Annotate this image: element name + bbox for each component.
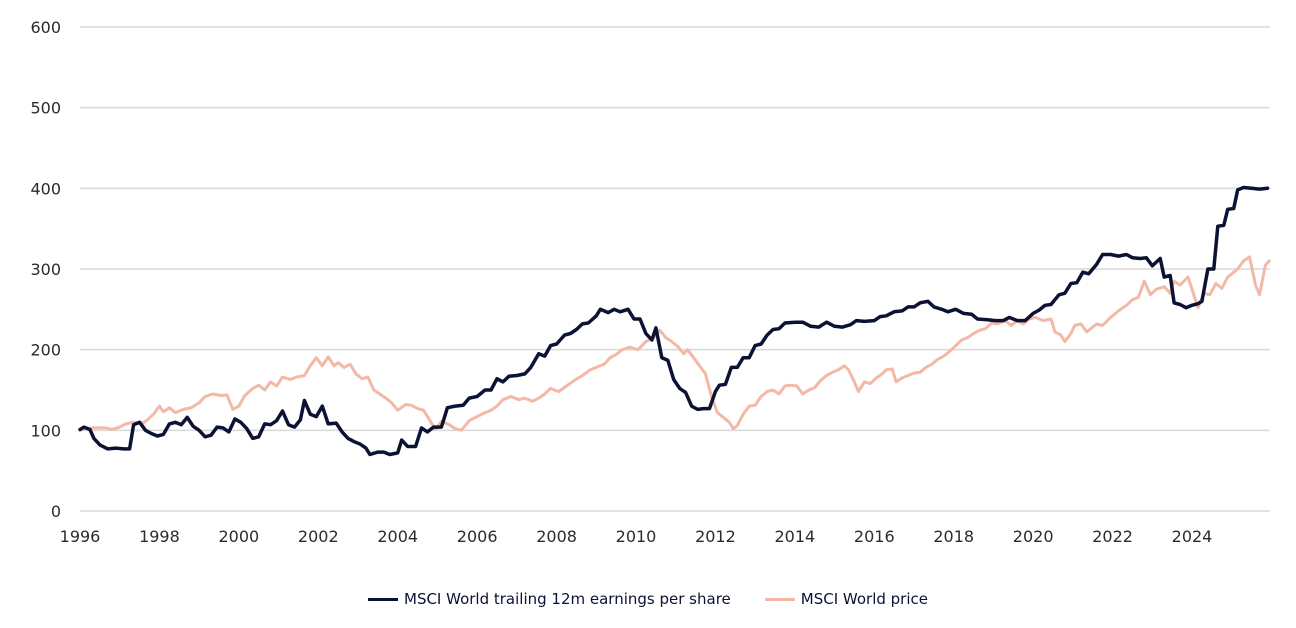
x-tick-label: 2018 — [933, 527, 974, 546]
legend-label-price: MSCI World price — [800, 590, 928, 608]
series-line-eps — [78, 185, 1270, 457]
x-tick-label: 2016 — [854, 527, 895, 546]
y-tick-label: 100 — [30, 421, 61, 440]
y-tick-label: 600 — [30, 18, 61, 37]
y-tick-label: 500 — [30, 99, 61, 118]
y-tick-label: 200 — [30, 341, 61, 360]
series-line-price — [78, 255, 1271, 432]
legend-label-eps: MSCI World trailing 12m earnings per sha… — [404, 590, 731, 608]
x-tick-label: 2000 — [218, 527, 259, 546]
legend-swatch-price — [764, 597, 795, 601]
x-tick-label: 2002 — [298, 527, 339, 546]
x-tick-label: 2010 — [616, 527, 657, 546]
x-tick-label: 2004 — [377, 527, 418, 546]
y-tick-label: 300 — [30, 260, 61, 279]
y-tick-label: 0 — [51, 502, 61, 521]
x-tick-label: 2024 — [1172, 527, 1213, 546]
x-axis-ticks: 1996 1998 2000 2002 2004 2006 2008 2010 2012 2014… — [60, 527, 1213, 546]
legend-item-price: MSCI World price — [764, 590, 928, 608]
legend: MSCI World trailing 12m earnings per sha… — [0, 590, 1296, 608]
x-tick-label: 2014 — [774, 527, 815, 546]
x-tick-label: 1998 — [139, 527, 180, 546]
legend-swatch-eps — [368, 597, 398, 601]
y-tick-label: 400 — [30, 179, 61, 198]
x-tick-label: 2006 — [457, 527, 498, 546]
series-lines — [78, 185, 1271, 457]
x-tick-label: 2020 — [1013, 527, 1054, 546]
gridlines — [80, 26, 1270, 512]
y-axis-ticks: 0 100 200 300 400 500 600 — [30, 18, 61, 521]
x-tick-label: 2012 — [695, 527, 736, 546]
x-tick-label: 1996 — [60, 527, 101, 546]
x-tick-label: 2022 — [1092, 527, 1133, 546]
x-tick-label: 2008 — [536, 527, 577, 546]
legend-item-eps: MSCI World trailing 12m earnings per sha… — [368, 590, 731, 608]
